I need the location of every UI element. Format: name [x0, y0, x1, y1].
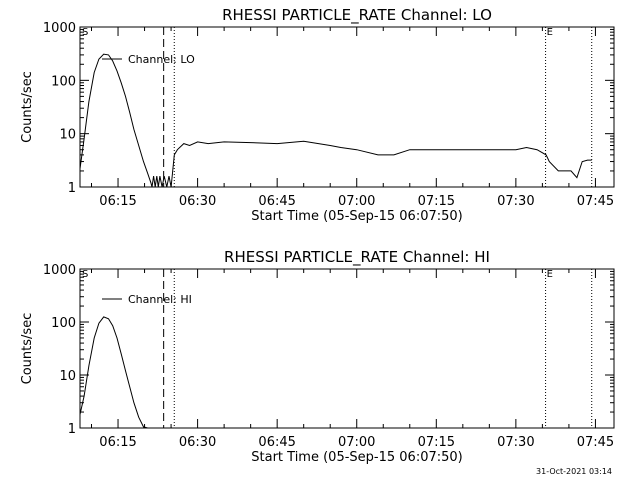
x-axis-label-hi: Start Time (05-Sep-15 06:07:50)	[251, 450, 462, 465]
x-tick-label-hi: 07:45	[577, 435, 614, 450]
chart-title-lo: RHESSI PARTICLE_RATE Channel: LO	[222, 6, 492, 25]
y-tick-label-hi: 1	[68, 422, 76, 437]
x-tick-label-hi: 07:15	[418, 435, 455, 450]
x-tick-label-hi: 07:00	[338, 435, 375, 450]
y-axis-label-hi: Counts/sec	[20, 313, 35, 385]
x-tick-label-lo: 07:45	[577, 194, 614, 209]
plot-frame-lo	[79, 26, 615, 188]
x-tick-label-hi: 07:30	[497, 435, 534, 450]
y-tick-label-hi: 1000	[43, 263, 76, 278]
plot-frame-hi	[79, 268, 615, 429]
x-tick-label-lo: 07:15	[418, 194, 455, 209]
y-tick-label-lo: 10	[59, 128, 76, 143]
legend-label-lo: Channel: LO	[128, 53, 195, 66]
end-mark-lo: E	[547, 27, 553, 38]
y-tick-label-lo: 1	[68, 181, 76, 196]
x-tick-label-lo: 07:00	[338, 194, 375, 209]
x-tick-label-lo: 06:45	[258, 194, 295, 209]
y-tick-label-lo: 1000	[43, 21, 76, 36]
x-tick-label-hi: 06:45	[258, 435, 295, 450]
y-tick-label-lo: 100	[51, 74, 76, 89]
x-tick-label-hi: 06:15	[99, 435, 136, 450]
end-mark-hi: E	[547, 269, 553, 280]
chart-title-hi: RHESSI PARTICLE_RATE Channel: HI	[224, 248, 490, 267]
x-tick-label-hi: 06:30	[179, 435, 216, 450]
legend-label-hi: Channel: HI	[128, 293, 192, 306]
y-tick-label-hi: 10	[59, 369, 76, 384]
start-mark-hi: S	[82, 269, 88, 280]
x-axis-label-lo: Start Time (05-Sep-15 06:07:50)	[251, 209, 462, 224]
x-tick-label-lo: 06:15	[99, 194, 136, 209]
footer-timestamp-text: 31-Oct-2021 03:14	[536, 467, 612, 476]
series-line-hi	[79, 316, 148, 429]
start-mark-lo: S	[82, 27, 88, 38]
x-tick-label-lo: 06:30	[179, 194, 216, 209]
y-axis-label-lo: Counts/sec	[20, 71, 35, 143]
x-tick-label-lo: 07:30	[497, 194, 534, 209]
y-tick-label-hi: 100	[51, 316, 76, 331]
series-line-lo	[79, 53, 592, 188]
